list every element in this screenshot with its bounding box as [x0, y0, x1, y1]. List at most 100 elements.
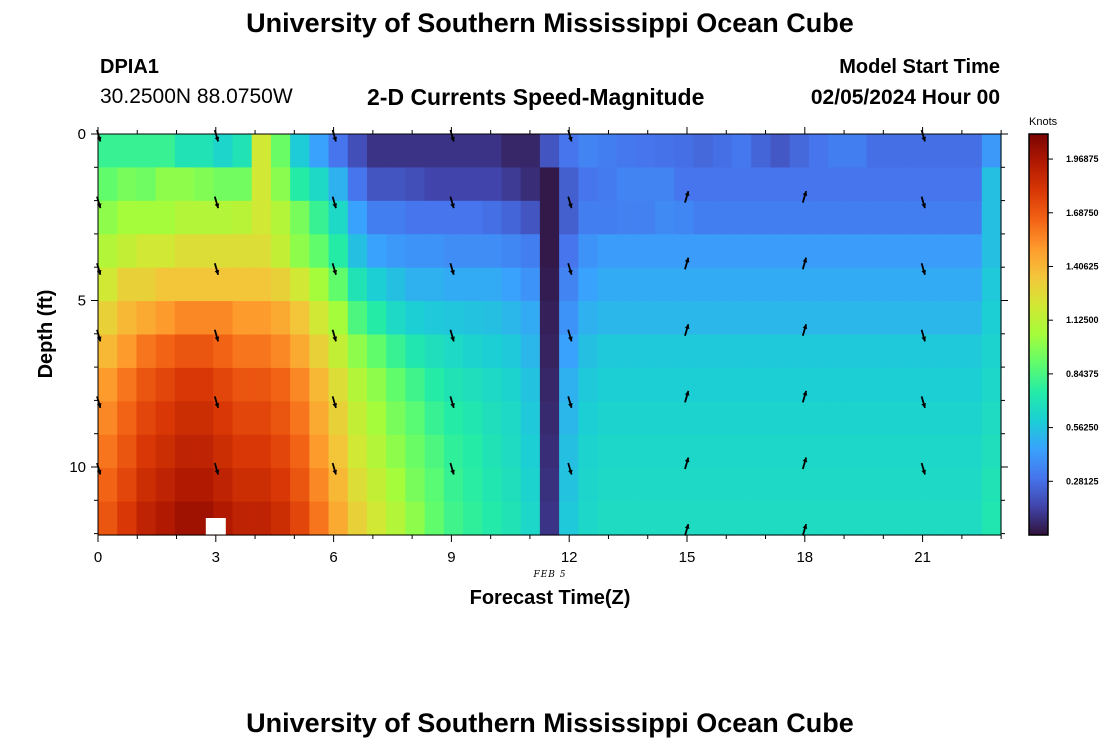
- heatmap-cell: [520, 234, 541, 269]
- heatmap-cell: [405, 334, 426, 369]
- heatmap-cell: [635, 501, 656, 536]
- heatmap-cell: [290, 367, 310, 402]
- current-vector-arrow: [213, 196, 220, 209]
- heatmap-cell: [98, 267, 118, 302]
- heatmap-cell: [866, 367, 887, 402]
- heatmap-cell: [539, 134, 560, 169]
- heatmap-cell: [136, 234, 157, 269]
- colorbar-tick-label: 0.56250: [1066, 423, 1099, 433]
- x-tick-label: 9: [447, 549, 455, 566]
- heatmap-cell: [578, 134, 599, 169]
- heatmap-cell: [347, 234, 368, 269]
- heatmap-cell: [213, 301, 234, 336]
- heatmap-cell: [770, 134, 791, 169]
- heatmap-cell: [712, 501, 733, 536]
- heatmap-cell: [732, 401, 752, 436]
- heatmap-cell: [174, 234, 195, 269]
- heatmap-cell: [443, 468, 464, 503]
- heatmap-cell: [866, 134, 887, 169]
- heatmap-cell: [520, 200, 541, 235]
- heatmap-cell: [251, 334, 272, 369]
- arrow-head: [921, 269, 927, 275]
- heatmap-cell: [270, 367, 291, 402]
- heatmap-cell: [443, 367, 464, 402]
- heatmap-cell: [463, 234, 483, 269]
- heatmap-cell: [520, 167, 541, 202]
- heatmap-cell: [386, 468, 406, 503]
- heatmap-cell: [117, 468, 138, 503]
- x-tick-label: 15: [679, 549, 696, 566]
- heatmap-cell: [155, 167, 176, 202]
- heatmap-cell: [270, 301, 291, 336]
- current-vector-arrow: [684, 190, 690, 203]
- heatmap-cell: [655, 167, 675, 202]
- heatmap-cell: [366, 234, 387, 269]
- heatmap-cell: [98, 468, 118, 503]
- heatmap-cell: [693, 501, 714, 536]
- heatmap-cell: [847, 401, 868, 436]
- heatmap-cell: [751, 367, 772, 402]
- arrow-head: [450, 403, 455, 408]
- heatmap-cell: [962, 267, 983, 302]
- heatmap-cell: [904, 367, 925, 402]
- heatmap-cell: [98, 367, 118, 402]
- heatmap-cell: [309, 200, 330, 235]
- heatmap-cell: [655, 367, 675, 402]
- heatmap-cell: [405, 234, 426, 269]
- heatmap-cell: [635, 468, 656, 503]
- heatmap-cell: [981, 200, 1002, 235]
- heatmap-cell: [616, 167, 637, 202]
- heatmap-cell: [828, 234, 848, 269]
- heatmap-cell: [885, 401, 906, 436]
- heatmap-cell: [981, 301, 1002, 336]
- heatmap-cell: [232, 134, 253, 169]
- heatmap-cell: [655, 301, 675, 336]
- heatmap-cell: [578, 267, 599, 302]
- heatmap-cell: [405, 401, 426, 436]
- y-tick-label: 10: [69, 459, 86, 476]
- heatmap-cell: [213, 267, 234, 302]
- heatmap-cell: [174, 301, 195, 336]
- heatmap-cell: [981, 501, 1002, 536]
- heatmap-cell: [616, 200, 637, 235]
- heatmap-cell: [155, 367, 176, 402]
- heatmap-cell: [924, 401, 944, 436]
- arrow-head: [921, 469, 927, 475]
- arrow-head: [214, 469, 220, 475]
- current-vector-arrow: [213, 329, 220, 342]
- arrow-head: [802, 457, 808, 463]
- heatmap-cell: [693, 468, 714, 503]
- heatmap-cell: [155, 334, 176, 369]
- heatmap-cell: [732, 167, 752, 202]
- heatmap-cell: [578, 334, 599, 369]
- heatmap-cell: [270, 267, 291, 302]
- heatmap-cell: [635, 367, 656, 402]
- heatmap-cell: [463, 267, 483, 302]
- heatmap-cell: [885, 267, 906, 302]
- colorbar: [1028, 133, 1049, 536]
- heatmap-cell: [712, 134, 733, 169]
- heatmap-cell: [405, 134, 426, 169]
- heatmap-cell: [501, 401, 522, 436]
- heatmap-cell: [924, 167, 944, 202]
- heatmap-cell: [962, 401, 983, 436]
- heatmap-cell: [635, 200, 656, 235]
- heatmap-cell: [655, 434, 675, 469]
- heatmap-cell: [155, 134, 176, 169]
- heatmap-cell: [828, 468, 848, 503]
- heatmap-cell: [309, 501, 330, 536]
- heatmap-cell: [885, 200, 906, 235]
- heatmap-cell: [674, 401, 695, 436]
- heatmap-cell: [443, 301, 464, 336]
- heatmap-cell: [309, 234, 330, 269]
- heatmap-cell: [712, 167, 733, 202]
- heatmap-cell: [962, 134, 983, 169]
- heatmap-cell: [290, 401, 310, 436]
- colorbar-tick-label: 0.84375: [1066, 369, 1099, 379]
- arrow-head: [568, 336, 573, 342]
- x-axis-label: Forecast Time(Z): [470, 587, 631, 609]
- heatmap-cell: [347, 434, 368, 469]
- heatmap-cell: [904, 334, 925, 369]
- heatmap-cell: [770, 267, 791, 302]
- heatmap-cell: [366, 367, 387, 402]
